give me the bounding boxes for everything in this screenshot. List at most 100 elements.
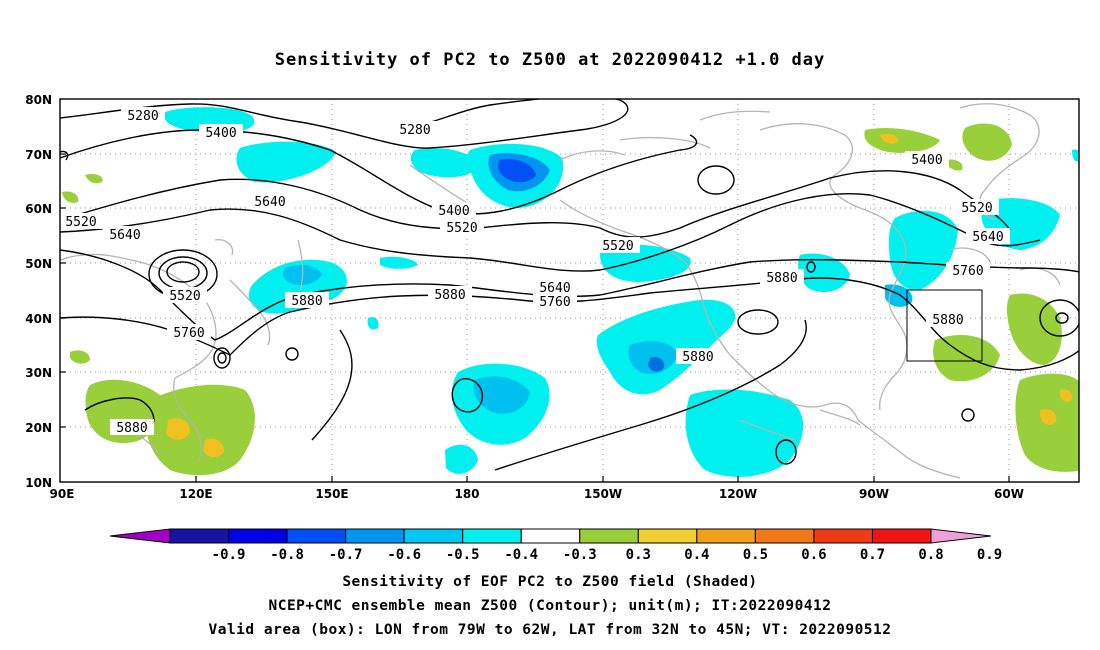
svg-text:5640: 5640 [972, 230, 1003, 245]
contour-label: 5880 [110, 419, 154, 436]
lat-label: 50N [25, 257, 52, 271]
caption-line-3: Valid area (box): LON from 79W to 62W, L… [208, 622, 892, 638]
svg-text:5520: 5520 [961, 201, 992, 216]
colorbar-swatch [871, 528, 932, 544]
svg-text:5520: 5520 [65, 215, 96, 230]
colorbar-swatch [403, 528, 464, 544]
colorbar-label: -0.8 [270, 547, 304, 563]
svg-text:5400: 5400 [205, 126, 236, 141]
colorbar-swatch [462, 528, 522, 544]
tick-marks [60, 153, 1010, 482]
lat-label: 80N [25, 93, 52, 107]
colorbar-label: -0.9 [212, 547, 246, 563]
lon-label: 60W [994, 487, 1024, 501]
colorbar-swatch [228, 528, 288, 544]
longitude-labels: 90E 120E 150E 180 150W 120W 90W 60W [50, 487, 1024, 501]
contour-label: 5520 [955, 199, 999, 216]
colorbar-swatch [813, 528, 873, 544]
lon-label: 120E [179, 487, 212, 501]
lat-label: 20N [25, 421, 52, 435]
plot-title: Sensitivity of PC2 to Z500 at 2022090412… [274, 50, 826, 70]
lon-label: 150E [315, 487, 348, 501]
lon-label: 90E [50, 487, 75, 501]
colorbar-label: 0.6 [801, 547, 826, 563]
latitude-labels: 80N 70N 60N 50N 40N 30N 20N 10N [25, 93, 52, 490]
colorbar-label: 0.8 [918, 547, 943, 563]
svg-text:5880: 5880 [682, 350, 713, 365]
contour-label: 5520 [163, 287, 207, 304]
svg-text:5520: 5520 [602, 239, 633, 254]
lat-label: 70N [25, 148, 52, 162]
contour-label: 5880 [428, 286, 472, 303]
colorbar-swatch [345, 528, 405, 544]
svg-text:5400: 5400 [438, 204, 469, 219]
colorbar-swatch [754, 528, 815, 544]
lon-label: 180 [454, 487, 479, 501]
svg-text:5880: 5880 [291, 294, 322, 309]
contour-label: 5760 [533, 293, 577, 310]
lon-label: 90W [859, 487, 889, 501]
svg-text:5640: 5640 [539, 281, 570, 296]
colorbar-label: -0.5 [446, 547, 480, 563]
svg-text:5520: 5520 [169, 289, 200, 304]
svg-text:5760: 5760 [952, 264, 983, 279]
contour-label: 5880 [676, 348, 720, 365]
lon-label: 150W [584, 487, 622, 501]
lat-label: 30N [25, 366, 52, 380]
colorbar-swatch [286, 528, 347, 544]
contour-label: 5880 [926, 311, 970, 328]
contour-label: 5640 [966, 228, 1010, 245]
svg-text:5760: 5760 [539, 295, 570, 310]
lat-label: 40N [25, 312, 52, 326]
contour-label: 5760 [946, 262, 990, 279]
contour-label: 5880 [285, 292, 329, 309]
contour-label: 5760 [167, 324, 211, 341]
caption-line-1: Sensitivity of EOF PC2 to Z500 field (Sh… [342, 574, 758, 590]
contour-labels: 5280 5400 5280 5400 5640 5520 5640 5400 … [59, 107, 1010, 436]
colorbar: -0.9 -0.8 -0.7 -0.6 -0.5 -0.4 -0.3 0.3 0.4 0.5 0.6… [109, 528, 1002, 563]
svg-text:5640: 5640 [109, 228, 140, 243]
contour-label: 5640 [103, 226, 147, 243]
lat-label: 10N [25, 476, 52, 490]
colorbar-swatch [637, 528, 698, 544]
contour-label: 5520 [59, 213, 103, 230]
colorbar-label: -0.6 [387, 547, 421, 563]
coastlines [60, 103, 1061, 479]
contour-label: 5400 [905, 151, 949, 168]
contour-label: 5520 [440, 219, 484, 236]
colorbar-label: 0.3 [626, 547, 651, 563]
lon-label: 120W [719, 487, 757, 501]
svg-text:5880: 5880 [932, 313, 963, 328]
svg-text:5880: 5880 [434, 288, 465, 303]
colorbar-swatch [696, 528, 756, 544]
contour-label: 5400 [432, 202, 476, 219]
svg-text:5520: 5520 [446, 221, 477, 236]
colorbar-swatch [579, 528, 639, 544]
contour-label: 5520 [596, 237, 640, 254]
contour-label: 5400 [199, 124, 243, 141]
svg-text:5280: 5280 [127, 109, 158, 124]
svg-text:5400: 5400 [911, 153, 942, 168]
lat-label: 60N [25, 202, 52, 216]
valid-area-box [906, 289, 983, 362]
svg-text:5880: 5880 [766, 271, 797, 286]
colorbar-label: -0.3 [563, 547, 597, 563]
colorbar-label: 0.5 [743, 547, 768, 563]
colorbar-label: -0.4 [504, 547, 538, 563]
svg-text:5880: 5880 [116, 421, 147, 436]
colorbar-label: 0.4 [684, 547, 709, 563]
svg-text:5640: 5640 [254, 195, 285, 210]
colorbar-label: -0.7 [329, 547, 363, 563]
contour-label: 5280 [393, 121, 437, 138]
svg-text:5760: 5760 [173, 326, 204, 341]
map-frame [59, 98, 1080, 483]
contour-label: 5280 [121, 107, 165, 124]
caption-line-2: NCEP+CMC ensemble mean Z500 (Contour); u… [268, 598, 832, 614]
colorbar-swatch [520, 528, 581, 544]
colorbar-swatch [169, 528, 230, 544]
colorbar-label: 0.7 [860, 547, 885, 563]
contour-label: 5880 [760, 269, 804, 286]
contour-label: 5640 [533, 279, 577, 296]
svg-text:5280: 5280 [399, 123, 430, 138]
